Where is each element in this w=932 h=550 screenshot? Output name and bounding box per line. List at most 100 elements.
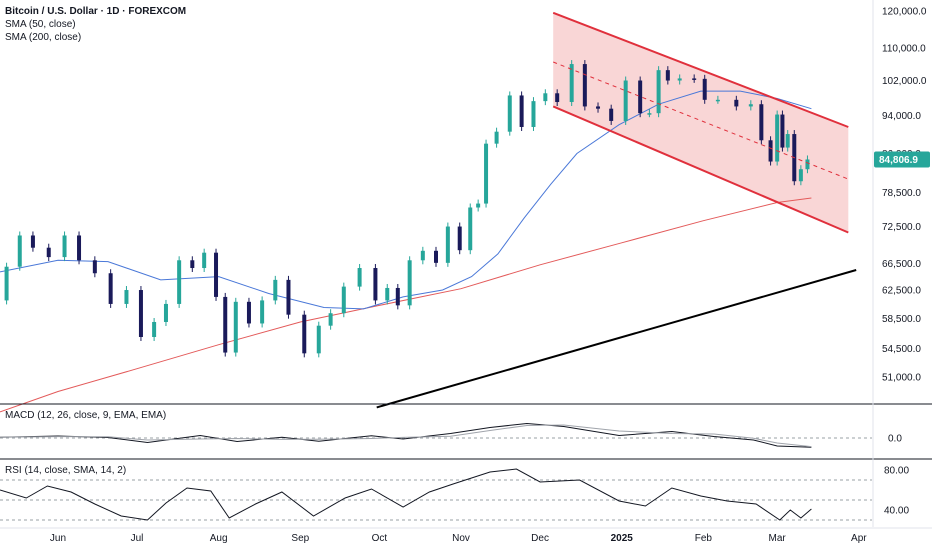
time-tick-label: Nov — [452, 533, 470, 544]
macd-zero-label: 0.0 — [888, 434, 902, 445]
candle-body — [638, 80, 643, 114]
candle-body — [805, 159, 810, 170]
candle-body — [780, 114, 785, 148]
support-trendline — [376, 269, 857, 409]
macd-signal-line — [0, 424, 812, 448]
candle-body — [17, 235, 22, 267]
candle-body — [190, 260, 195, 269]
sma50-legend[interactable]: SMA (50, close) — [5, 19, 76, 30]
candle-body — [152, 321, 157, 337]
candle-body — [434, 250, 438, 263]
candle-body — [748, 104, 753, 107]
candle-body — [609, 108, 614, 121]
candle-body — [286, 279, 291, 315]
time-tick-label: Dec — [531, 533, 549, 544]
candle-body — [476, 203, 481, 208]
price-tick-label: 58,500.0 — [882, 314, 921, 325]
candle-body — [357, 268, 362, 287]
candle-body — [302, 314, 307, 354]
rsi-legend[interactable]: RSI (14, close, SMA, 14, 2) — [5, 465, 127, 476]
time-tick-label: Oct — [372, 533, 388, 544]
candle-body — [177, 260, 182, 304]
last-price-badge — [874, 151, 930, 168]
candle-body — [163, 303, 168, 322]
sma200-legend[interactable]: SMA (200, close) — [5, 32, 82, 43]
rsi-tick-label: 40.00 — [884, 506, 909, 517]
price-tick-label: 66,500.0 — [882, 259, 921, 270]
candle-body — [457, 226, 462, 251]
candle-body — [260, 300, 265, 324]
candle-body — [647, 113, 652, 115]
time-tick-label: Mar — [769, 533, 787, 544]
price-tick-label: 54,500.0 — [882, 344, 921, 355]
channel-upper-line — [552, 11, 849, 128]
candle-body — [445, 226, 450, 263]
candle-body — [623, 80, 628, 121]
candle-body — [30, 235, 35, 248]
candle-body — [665, 70, 670, 81]
time-tick-label: 2025 — [611, 533, 634, 544]
candle-body — [77, 235, 82, 261]
price-tick-label: 62,500.0 — [882, 286, 921, 297]
candle-body — [62, 235, 67, 258]
candle-body — [223, 296, 228, 353]
price-tick-label: 72,500.0 — [882, 222, 921, 233]
candle-body — [692, 78, 697, 80]
sma200-line — [0, 197, 812, 413]
candle-body — [46, 247, 51, 258]
last-price-label: 84,806.9 — [879, 155, 918, 166]
candle-body — [582, 64, 587, 107]
candle-body — [543, 93, 548, 102]
time-tick-label: Aug — [210, 533, 228, 544]
rsi-line — [0, 468, 812, 521]
candle-body — [715, 99, 720, 102]
price-tick-label: 120,000.0 — [882, 7, 927, 18]
candle-body — [775, 114, 780, 162]
price-tick-label: 102,000.0 — [882, 76, 927, 87]
candle-body — [246, 301, 251, 324]
candle-body — [734, 99, 739, 107]
price-tick-label: 78,500.0 — [882, 188, 921, 199]
candle-body — [484, 143, 489, 204]
candle-body — [702, 78, 707, 100]
candle-body — [385, 287, 390, 301]
candle-body — [124, 290, 129, 304]
channel-lower-line — [552, 105, 849, 234]
candle-body — [677, 78, 682, 81]
candle-body — [656, 70, 661, 114]
candle-body — [468, 207, 473, 251]
price-tick-label: 110,000.0 — [882, 44, 926, 55]
candle-body — [341, 286, 346, 314]
time-tick-label: Apr — [851, 533, 867, 544]
candle-body — [569, 64, 574, 103]
price-tick-label: 51,000.0 — [882, 373, 921, 384]
candle-body — [138, 290, 143, 337]
time-tick-label: Sep — [291, 533, 309, 544]
candle-body — [202, 252, 207, 269]
candle-body — [531, 101, 536, 127]
time-tick-label: Jun — [50, 533, 66, 544]
candle-body — [596, 106, 601, 109]
candle-body — [785, 134, 790, 148]
candle-body — [373, 268, 378, 301]
candle-body — [108, 273, 113, 304]
candle-body — [316, 325, 321, 354]
macd-legend[interactable]: MACD (12, 26, close, 9, EMA, EMA) — [5, 410, 167, 421]
price-tick-label: 94,000.0 — [882, 111, 921, 122]
candle-body — [420, 250, 425, 261]
candle-body — [407, 260, 412, 306]
candle-body — [519, 95, 524, 127]
candle-body — [507, 95, 512, 132]
time-tick-label: Jul — [131, 533, 144, 544]
candle-body — [4, 266, 9, 301]
macd-line — [0, 422, 812, 448]
time-tick-label: Feb — [695, 533, 713, 544]
candle-body — [273, 279, 278, 301]
main-legend: Bitcoin / U.S. Dollar · 1D · FOREXCOM SM… — [5, 5, 186, 44]
channel-mid-line — [553, 61, 849, 180]
symbol-title[interactable]: Bitcoin / U.S. Dollar · 1D · FOREXCOM — [5, 6, 187, 17]
candle-body — [328, 313, 333, 326]
candle-body — [768, 140, 773, 162]
